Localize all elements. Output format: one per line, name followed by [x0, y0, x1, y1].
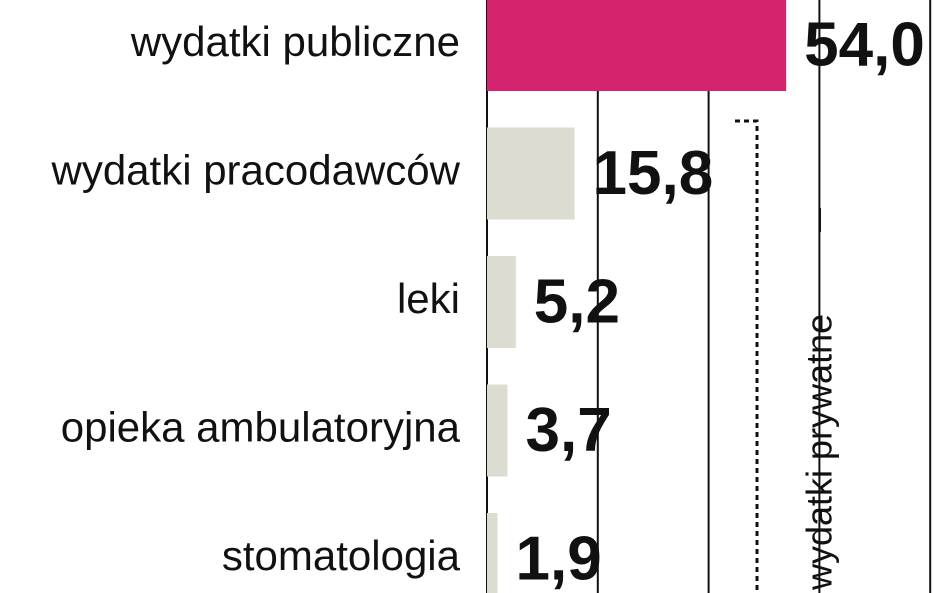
bars [487, 0, 787, 593]
category-label: wydatki pracodawców [50, 147, 460, 194]
bar [487, 256, 516, 348]
value-label: 15,8 [593, 139, 714, 208]
bar [487, 127, 575, 220]
value-label: 1,9 [516, 524, 602, 593]
value-label: 5,2 [534, 267, 620, 336]
value-label: 54,0 [804, 10, 925, 79]
grid [486, 0, 932, 593]
category-label: leki [397, 275, 460, 322]
value-label: 3,7 [525, 396, 611, 465]
annotation: wydatki prywatne [799, 314, 840, 591]
bracket [735, 119, 759, 593]
category-label: wydatki publiczne [130, 18, 460, 65]
bar [487, 0, 787, 91]
bar [487, 513, 498, 593]
bar [487, 384, 508, 477]
category-label: opieka ambulatoryjna [61, 404, 461, 451]
category-label: stomatologia [222, 532, 461, 579]
